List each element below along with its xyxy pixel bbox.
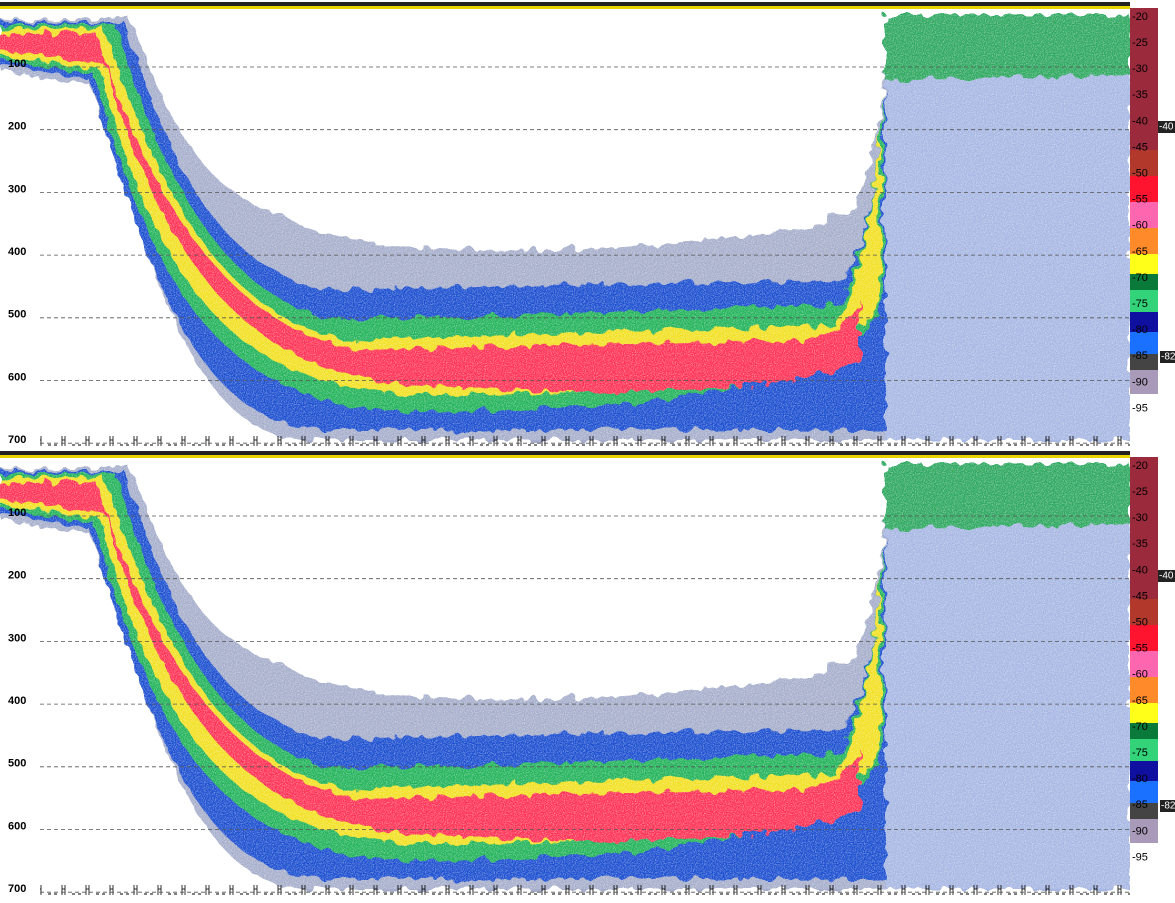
scale-label: -65	[1132, 695, 1148, 707]
scale-label: -35	[1132, 538, 1148, 550]
depth-label: 700	[8, 883, 26, 895]
scale-label: -60	[1132, 669, 1148, 681]
scale-label: -25	[1132, 37, 1148, 49]
depth-label: 300	[8, 183, 26, 195]
echogram-panel: 100200300400500600700-20-25-30-35-40-45-…	[0, 449, 1175, 898]
scale-label: -45	[1132, 141, 1148, 153]
depth-label: 100	[8, 58, 26, 70]
scale-marker-box	[1160, 351, 1175, 363]
scale-label: -40	[1132, 564, 1148, 576]
scale-label: -75	[1132, 298, 1148, 310]
scale-label: -25	[1132, 486, 1148, 498]
scale-marker: -82	[1161, 801, 1175, 812]
scale-label: -20	[1132, 11, 1148, 23]
scale-label: -95	[1132, 851, 1148, 863]
scale-label: -85	[1132, 350, 1148, 362]
depth-label: 300	[8, 632, 26, 644]
scale-label: -20	[1132, 460, 1148, 472]
depth-label: 600	[8, 371, 26, 383]
scale-label: -40	[1132, 115, 1148, 127]
scale-marker: -40	[1159, 571, 1174, 582]
depth-label: 200	[8, 570, 26, 582]
depth-label: 200	[8, 121, 26, 133]
scale-label: -30	[1132, 512, 1148, 524]
scale-label: -75	[1132, 747, 1148, 759]
scale-label: -65	[1132, 246, 1148, 258]
scale-label: -90	[1132, 825, 1148, 837]
scale-label: -45	[1132, 590, 1148, 602]
scale-label: -95	[1132, 402, 1148, 414]
scale-label: -80	[1132, 324, 1148, 336]
scale-label: -50	[1132, 168, 1148, 180]
scale-label: -85	[1132, 799, 1148, 811]
scale-marker-box	[1160, 800, 1175, 812]
scale-marker: -82	[1161, 352, 1175, 363]
scale-label: -60	[1132, 220, 1148, 232]
scale-label: -80	[1132, 773, 1148, 785]
scale-marker: -40	[1159, 122, 1174, 133]
scale-label: -50	[1132, 617, 1148, 629]
depth-label: 400	[8, 695, 26, 707]
scale-label: -90	[1132, 376, 1148, 388]
depth-label: 500	[8, 309, 26, 321]
scale-label: -70	[1132, 721, 1148, 733]
scale-marker-box	[1158, 121, 1175, 133]
depth-label: 100	[8, 507, 26, 519]
scale-label: -35	[1132, 89, 1148, 101]
scale-marker-box	[1158, 570, 1175, 582]
scale-label: -70	[1132, 272, 1148, 284]
depth-label: 400	[8, 246, 26, 258]
depth-label: 600	[8, 820, 26, 832]
scale-label: -55	[1132, 194, 1148, 206]
scale-label: -55	[1132, 643, 1148, 655]
scale-label: -30	[1132, 63, 1148, 75]
depth-label: 700	[8, 434, 26, 446]
depth-label: 500	[8, 758, 26, 770]
echogram-panel: 100200300400500600700-20-25-30-35-40-45-…	[0, 0, 1175, 449]
